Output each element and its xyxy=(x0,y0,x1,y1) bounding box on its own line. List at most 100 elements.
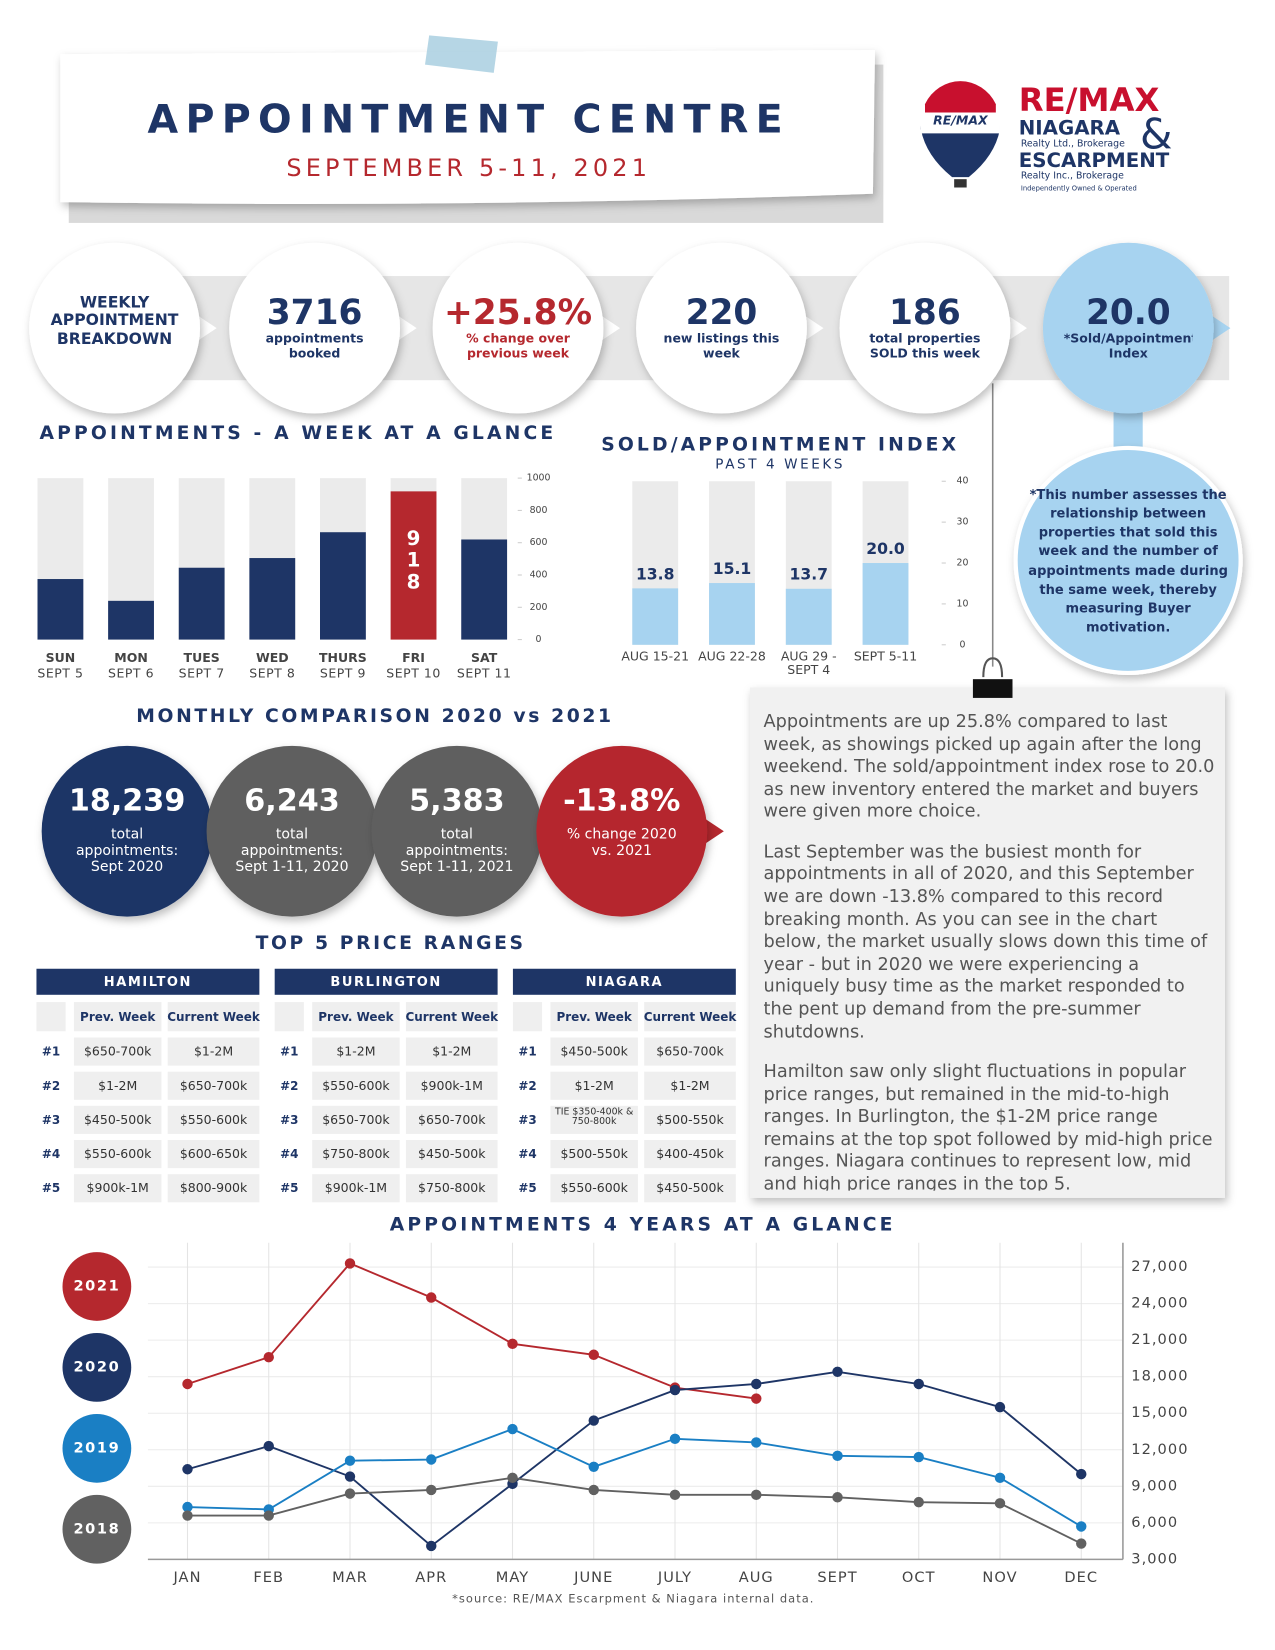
stat-caption: new listings this week xyxy=(663,332,780,361)
y-tick-label: 10 xyxy=(957,598,969,609)
bubble xyxy=(29,242,200,414)
bubble xyxy=(206,745,378,917)
rank: #2 xyxy=(518,1079,536,1093)
table-cell xyxy=(312,1071,400,1100)
bar xyxy=(862,563,909,645)
x-tick-sublabel: SEPT 7 xyxy=(179,665,225,680)
point xyxy=(263,1440,274,1452)
paper xyxy=(60,50,875,204)
point xyxy=(669,1384,681,1396)
x-tick-label: AUG 22-28 xyxy=(698,650,766,664)
table-header xyxy=(274,968,498,995)
rank: #1 xyxy=(280,1045,298,1059)
point xyxy=(182,1464,193,1475)
monthly-caption-box: total appointments: Sept 2020 xyxy=(75,827,179,876)
rank: #3 xyxy=(518,1113,536,1127)
range-cell-box: TIE $350-400k & 750-800k xyxy=(555,1106,634,1128)
stat-value: 3716 xyxy=(267,293,363,333)
point xyxy=(913,1451,924,1463)
range-cell: $1-2M xyxy=(98,1078,137,1093)
column-header: Prev. Week xyxy=(557,1010,633,1024)
bubble xyxy=(636,242,807,414)
y-tick-label: 3,000 xyxy=(1131,1550,1178,1567)
x-tick-label: SUN xyxy=(46,650,76,665)
point xyxy=(507,1472,518,1483)
monthly-value: 6,243 xyxy=(244,784,340,819)
range-cell: $500-550k xyxy=(560,1146,628,1161)
table-cell xyxy=(167,1140,260,1169)
range-cell: $750-800k xyxy=(418,1180,486,1195)
table-cell xyxy=(550,1037,638,1066)
point xyxy=(832,1450,843,1462)
bar xyxy=(785,588,832,645)
chart-title: APPOINTMENTS - A WEEK AT A GLANCE xyxy=(40,423,557,444)
stat-caption-box: *Sold/Appointment Index xyxy=(1063,332,1193,361)
table-cell xyxy=(550,1140,638,1169)
x-tick-label: SEPT 5-11 xyxy=(853,650,918,664)
brand: RE/MAX xyxy=(1019,81,1160,119)
x-tick-label: NOV xyxy=(982,1569,1017,1586)
table-cell xyxy=(550,1002,638,1032)
y-tick-label: 800 xyxy=(530,505,548,516)
monthly-caption: total appointments: Sept 2020 xyxy=(75,827,179,876)
monthly-caption: % change 2020 vs. 2021 xyxy=(566,827,677,859)
table-header xyxy=(36,968,260,995)
point xyxy=(1076,1468,1087,1480)
y-tick-label: 200 xyxy=(530,602,548,613)
column-header: Current Week xyxy=(405,1010,499,1024)
x-tick-label: SAT xyxy=(471,650,498,665)
section-title: TOP 5 PRICE RANGES xyxy=(256,933,526,954)
point xyxy=(182,1378,193,1390)
stat-caption: total properties SOLD this week xyxy=(869,332,981,361)
legend-swatch xyxy=(62,1252,132,1321)
monthly-caption-box: total appointments: Sept 1-11, 2020 xyxy=(235,827,348,875)
x-tick-sublabel: SEPT 11 xyxy=(457,665,512,680)
x-tick-label: JAN xyxy=(172,1569,201,1586)
point xyxy=(588,1349,599,1360)
range-cell: $1-2M xyxy=(194,1044,233,1059)
point xyxy=(751,1378,762,1390)
x-tick-label: FRI xyxy=(402,650,425,665)
point xyxy=(832,1492,843,1503)
y-tick-label: 12,000 xyxy=(1131,1441,1188,1458)
x-tick-label-box: AUG 29 - SEPT 4 xyxy=(781,650,837,677)
range-cell: $800-900k xyxy=(180,1180,248,1195)
table-cell xyxy=(73,1002,162,1032)
bar xyxy=(390,491,437,640)
table-cell xyxy=(405,1071,498,1100)
legend-label: 2020 xyxy=(73,1358,120,1375)
stat-caption: *Sold/Appointment Index xyxy=(1063,332,1193,361)
x-tick-label: DEC xyxy=(1064,1569,1098,1586)
point xyxy=(751,1437,762,1448)
x-tick-label: WED xyxy=(256,650,289,665)
rank: #5 xyxy=(280,1181,298,1195)
section-title: MONTHLY COMPARISON 2020 vs 2021 xyxy=(136,706,613,727)
range-cell: $650-700k xyxy=(656,1044,724,1059)
range-cell: $450-500k xyxy=(418,1146,486,1161)
clip-wire xyxy=(982,657,1004,678)
range-cell: TIE $350-400k & 750-800k xyxy=(555,1106,634,1128)
column-header: Prev. Week xyxy=(318,1010,394,1024)
y-tick-label: 24,000 xyxy=(1131,1295,1188,1312)
column-header: Prev. Week xyxy=(80,1010,156,1024)
table-cell xyxy=(512,1002,543,1032)
table-cell xyxy=(312,1174,400,1203)
table-cell xyxy=(405,1105,498,1134)
table-cell xyxy=(274,1002,304,1032)
range-cell: $650-700k xyxy=(180,1078,248,1093)
bar xyxy=(709,583,755,645)
range-cell: $1-2M xyxy=(336,1044,375,1059)
legend-swatch xyxy=(62,1333,132,1402)
brand-sub: Realty Ltd., Brokerage xyxy=(1021,138,1125,149)
table-name: HAMILTON xyxy=(104,975,192,990)
monthly-caption-box: total appointments: Sept 1-11, 2021 xyxy=(400,827,513,875)
bubble xyxy=(536,745,708,917)
rank: #5 xyxy=(42,1181,60,1195)
y-tick-label: 21,000 xyxy=(1131,1331,1188,1348)
table-cell xyxy=(405,1140,498,1169)
brand-line: NIAGARA xyxy=(1019,117,1121,140)
table-name: NIAGARA xyxy=(586,975,664,990)
x-tick-label-box: AUG 15-21 xyxy=(621,650,689,663)
